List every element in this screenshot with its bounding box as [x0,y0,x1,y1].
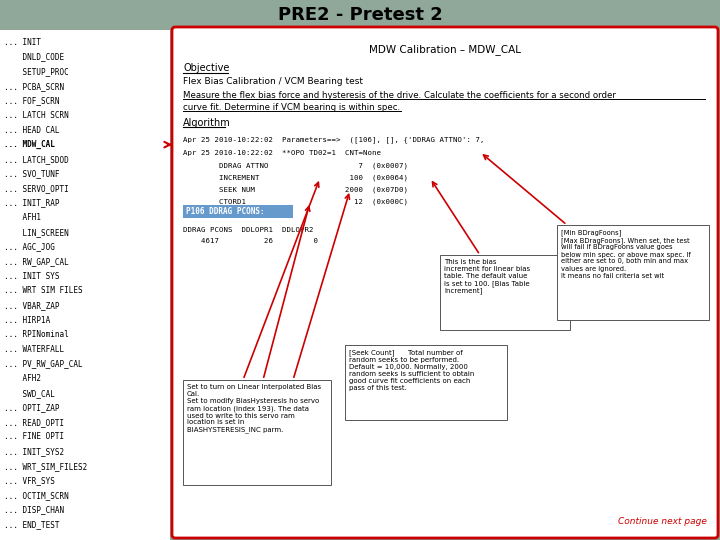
Bar [183,380,331,485]
Text: ... FINE OPTI: ... FINE OPTI [4,433,64,442]
Text: DDRAG PCONS  DDLOPR1  DDLOPR2: DDRAG PCONS DDLOPR1 DDLOPR2 [183,227,313,233]
Text: Flex Bias Calibration / VCM Bearing test: Flex Bias Calibration / VCM Bearing test [183,78,363,86]
FancyBboxPatch shape [172,27,718,538]
Text: ... END_TEST: ... END_TEST [4,520,60,529]
Text: ... INIT_RAP: ... INIT_RAP [4,199,60,207]
Bar [345,345,507,420]
Text: ... HIRP1A: ... HIRP1A [4,315,50,325]
Text: ... OCTIM_SCRN: ... OCTIM_SCRN [4,491,68,500]
Text: 4617          26         0: 4617 26 0 [183,238,318,244]
Text: AFH2: AFH2 [4,374,41,383]
Bar [440,255,570,330]
Text: ... LATCH_SDOD: ... LATCH_SDOD [4,155,68,164]
Text: ... INIT: ... INIT [4,38,41,47]
Bar [0,30,170,540]
Bar [557,225,709,320]
Text: SEEK NUM                    2000  (0x07D0): SEEK NUM 2000 (0x07D0) [183,187,408,193]
Text: ... VFR_SYS: ... VFR_SYS [4,476,55,485]
Text: ... DISP_CHAN: ... DISP_CHAN [4,505,64,515]
Text: ... INIT_SYS2: ... INIT_SYS2 [4,447,64,456]
Text: Set to turn on Linear Interpolated Bias
Cal.
Set to modify BiasHysteresis ho ser: Set to turn on Linear Interpolated Bias … [187,384,321,433]
Bar [183,205,293,218]
Text: Objective: Objective [183,63,230,73]
Text: This is the bias
increment for linear bias
table. The default value
is set to 10: This is the bias increment for linear bi… [444,259,530,294]
Text: Apr 25 2010-10:22:02  Parameters==>  ([106], [], {'DDRAG ATTNO': 7,: Apr 25 2010-10:22:02 Parameters==> ([106… [183,137,485,144]
Text: ... SVO_TUNF: ... SVO_TUNF [4,170,60,178]
Text: SWD_CAL: SWD_CAL [4,389,55,397]
Text: ... WRT_SIM_FILES2: ... WRT_SIM_FILES2 [4,462,87,471]
Text: INCREMENT                    100  (0x0064): INCREMENT 100 (0x0064) [183,175,408,181]
Bar [0,0,720,30]
Text: ... WRT SIM FILES: ... WRT SIM FILES [4,286,83,295]
Text: [Seek Count]      Total number of
random seeks to be performed.
Default = 10,000: [Seek Count] Total number of random seek… [349,349,474,391]
Text: CTORD1                        12  (0x000C): CTORD1 12 (0x000C) [183,199,408,205]
Text: ... FOF_SCRN: ... FOF_SCRN [4,96,60,105]
Text: curve fit. Determine if VCM bearing is within spec.: curve fit. Determine if VCM bearing is w… [183,103,400,111]
Text: Measure the flex bias force and hysteresis of the drive. Calculate the coefficie: Measure the flex bias force and hysteres… [183,91,616,99]
Text: ... VBAR_ZAP: ... VBAR_ZAP [4,301,60,310]
Text: ... PV_RW_GAP_CAL: ... PV_RW_GAP_CAL [4,360,83,368]
Text: P106 DDRAG PCONS:: P106 DDRAG PCONS: [186,207,265,216]
Text: ... HEAD CAL: ... HEAD CAL [4,125,60,134]
Text: ... RW_GAP_CAL: ... RW_GAP_CAL [4,257,68,266]
Text: ... RPINominal: ... RPINominal [4,330,68,339]
Text: ... WATERFALL: ... WATERFALL [4,345,64,354]
Text: MDW Calibration – MDW_CAL: MDW Calibration – MDW_CAL [369,44,521,56]
Text: DNLD_CODE: DNLD_CODE [4,52,64,62]
Text: AFH1: AFH1 [4,213,41,222]
Text: ... READ_OPTI: ... READ_OPTI [4,418,64,427]
Text: LIN_SCREEN: LIN_SCREEN [4,228,68,237]
Text: SETUP_PROC: SETUP_PROC [4,67,68,76]
Text: ... LATCH SCRN: ... LATCH SCRN [4,111,68,120]
Text: PRE2 - Pretest 2: PRE2 - Pretest 2 [278,6,442,24]
Text: ... INIT SYS: ... INIT SYS [4,272,60,281]
Text: ... PCBA_SCRN: ... PCBA_SCRN [4,82,64,91]
Text: ... SERVO_OPTI: ... SERVO_OPTI [4,184,68,193]
Text: Algorithm: Algorithm [183,118,230,128]
Text: ... MDW_CAL: ... MDW_CAL [4,140,55,149]
Text: DDRAG ATTNO                    7  (0x0007): DDRAG ATTNO 7 (0x0007) [183,163,408,169]
Text: Apr 25 2010-10:22:02  **OPO TD02=1  CNT=None: Apr 25 2010-10:22:02 **OPO TD02=1 CNT=No… [183,150,381,156]
Text: [Min BDragFoons]
[Max BDragFoons]. When set, the test
will fail if BDragFoons va: [Min BDragFoons] [Max BDragFoons]. When … [561,229,690,279]
Text: ... OPTI_ZAP: ... OPTI_ZAP [4,403,60,412]
Text: ... AGC_JOG: ... AGC_JOG [4,242,55,252]
Text: Continue next page: Continue next page [618,517,707,526]
